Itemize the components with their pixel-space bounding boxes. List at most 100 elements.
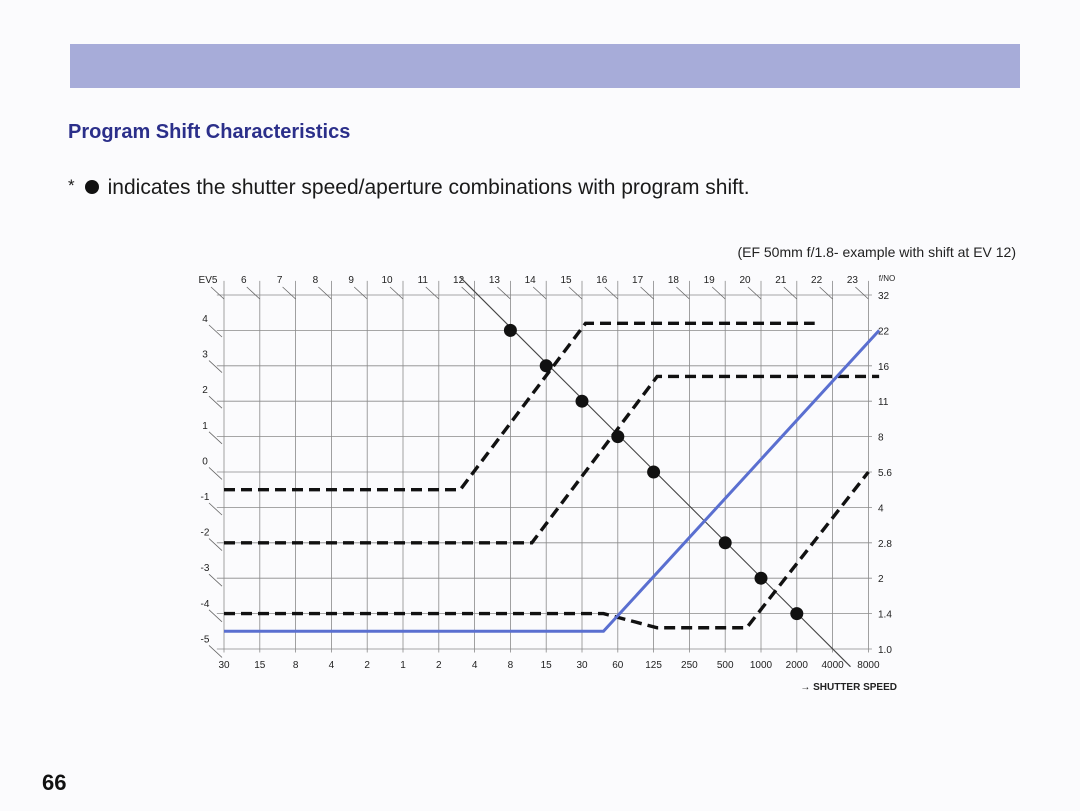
ev-tick bbox=[855, 286, 869, 300]
shift-point-dot bbox=[647, 465, 661, 479]
ev-top-label: 21 bbox=[775, 275, 787, 286]
ev-left-label: 0 bbox=[202, 456, 208, 467]
legend-note: * indicates the shutter speed/aperture co… bbox=[68, 176, 750, 200]
y-tick-label: 22 bbox=[878, 326, 890, 337]
shift-point-dot bbox=[539, 359, 553, 373]
lens-example-note: (EF 50mm f/1.8- example with shift at EV… bbox=[737, 244, 1016, 260]
ev-left-label: 1 bbox=[202, 421, 208, 432]
ev-top-label: 8 bbox=[313, 275, 319, 286]
ev-tick bbox=[208, 324, 223, 338]
y-tick-label: 16 bbox=[878, 362, 890, 373]
ev-top-label: 16 bbox=[596, 275, 608, 286]
ev-tick bbox=[208, 360, 223, 373]
x-tick-label: 500 bbox=[717, 660, 734, 671]
ev-top-label: 11 bbox=[418, 275, 429, 286]
page-number: 66 bbox=[42, 770, 67, 795]
ev-tick bbox=[389, 286, 404, 300]
header-band bbox=[70, 44, 1020, 88]
x-tick-label: 2000 bbox=[786, 660, 809, 671]
ev-tick bbox=[640, 286, 654, 300]
x-tick-label: 125 bbox=[645, 660, 662, 671]
ev-tick bbox=[747, 286, 762, 300]
x-tick-label: 2 bbox=[364, 660, 370, 671]
ev-tick bbox=[783, 286, 798, 300]
y-tick-label: 5.6 bbox=[878, 468, 892, 479]
ev-tick bbox=[210, 286, 225, 300]
ev-top-label: 20 bbox=[739, 275, 751, 286]
x-tick-label: 8000 bbox=[857, 660, 880, 671]
shift-point-dot bbox=[503, 323, 517, 337]
y-tick-label: 1.4 bbox=[878, 610, 892, 621]
ev-left-label: 2 bbox=[202, 385, 208, 396]
x-tick-label: 8 bbox=[508, 660, 514, 671]
ev-left-label: -5 bbox=[201, 634, 210, 645]
x-tick-label: 15 bbox=[541, 660, 553, 671]
ev-tick bbox=[425, 286, 440, 300]
y-tick-label: 4 bbox=[878, 503, 884, 514]
ev-top-label: 18 bbox=[668, 275, 680, 286]
ev-tick bbox=[604, 286, 619, 300]
page-title: Program Shift Characteristics bbox=[68, 121, 351, 143]
asterisk: * bbox=[68, 176, 75, 195]
ev-top-label: 23 bbox=[847, 275, 859, 286]
ev-top-label: 13 bbox=[489, 275, 501, 286]
x-tick-label: 4000 bbox=[821, 660, 844, 671]
shifted-program-line-dashed bbox=[224, 321, 815, 492]
ev-top-label: 22 bbox=[811, 275, 823, 286]
shift-point-dot bbox=[575, 394, 589, 408]
x-tick-label: 15 bbox=[254, 660, 266, 671]
ev-tick bbox=[819, 286, 833, 300]
ev-tick bbox=[461, 286, 475, 300]
ev-left-label: -1 bbox=[201, 492, 210, 503]
ev-top-label: 10 bbox=[381, 275, 393, 286]
y-tick-label: 11 bbox=[878, 397, 889, 408]
ev-tick bbox=[208, 645, 223, 658]
ev-top-label: EV5 bbox=[199, 275, 218, 286]
shift-point-dot bbox=[754, 571, 768, 585]
ev-top-label: 17 bbox=[632, 275, 644, 286]
x-tick-label: 30 bbox=[218, 660, 230, 671]
x-tick-label: 4 bbox=[472, 660, 478, 671]
x-axis-label: → SHUTTER SPEED bbox=[800, 682, 897, 693]
ev-top-label: 15 bbox=[560, 275, 572, 286]
shifted-program-line-dashed bbox=[224, 470, 870, 630]
ev-tick bbox=[208, 573, 223, 587]
ev-tick bbox=[208, 609, 223, 623]
ev-top-label: 7 bbox=[277, 275, 283, 286]
ev-tick bbox=[532, 286, 547, 300]
shift-point-dot bbox=[611, 430, 625, 444]
ev-tick bbox=[208, 395, 223, 409]
x-tick-label: 8 bbox=[293, 660, 299, 671]
ev-tick bbox=[353, 286, 368, 300]
y-tick-label: 8 bbox=[878, 433, 884, 444]
program-line-blue bbox=[224, 329, 881, 633]
ev-tick bbox=[711, 286, 726, 300]
x-tick-label: 250 bbox=[681, 660, 698, 671]
ev-left-label: -4 bbox=[201, 599, 210, 610]
ev-tick bbox=[246, 286, 261, 300]
shift-point-dot bbox=[790, 607, 804, 621]
y-axis-label: f/NO bbox=[879, 274, 895, 283]
legend-note-text: indicates the shutter speed/aperture com… bbox=[107, 176, 750, 199]
ev-tick bbox=[497, 286, 511, 300]
filled-dot-icon bbox=[84, 180, 99, 194]
x-tick-label: 1 bbox=[400, 660, 406, 671]
ev-tick bbox=[676, 286, 690, 300]
ev-tick bbox=[208, 502, 223, 516]
x-tick-label: 60 bbox=[612, 660, 624, 671]
ev-top-label: 9 bbox=[348, 275, 354, 286]
y-tick-label: 1.0 bbox=[878, 645, 892, 656]
ev-tick bbox=[282, 286, 296, 300]
ev-top-label: 19 bbox=[704, 275, 716, 286]
x-tick-label: 2 bbox=[436, 660, 442, 671]
ev-left-label: -2 bbox=[201, 528, 210, 539]
x-tick-label: 4 bbox=[329, 660, 335, 671]
shift-point-dot bbox=[718, 536, 732, 550]
ev-left-label: 3 bbox=[202, 350, 208, 361]
y-tick-label: 32 bbox=[878, 291, 890, 302]
ev-top-label: 6 bbox=[241, 275, 247, 286]
x-tick-label: 30 bbox=[576, 660, 588, 671]
chart-grid bbox=[216, 280, 872, 653]
ev-left-label: 4 bbox=[202, 314, 208, 325]
